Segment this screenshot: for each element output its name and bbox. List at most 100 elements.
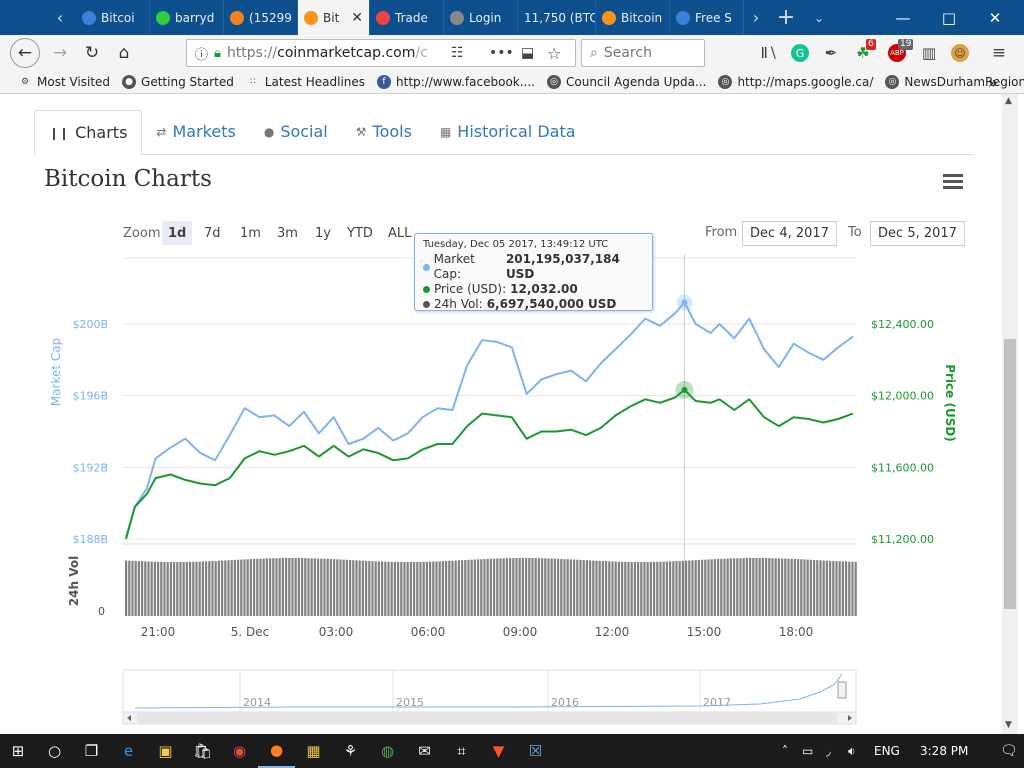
url-domain: coinmarketcap.com [277,45,416,61]
zoom-button-ytd[interactable]: YTD [347,225,373,241]
file-explorer-icon[interactable]: ▣ [158,742,173,760]
close-window-button[interactable]: ✕ [988,8,1002,27]
search-bar[interactable]: ⌕ Search [581,39,705,67]
tab-back-arrow-icon[interactable]: ‹ [56,8,64,27]
firefox-icon[interactable]: ● [258,734,295,768]
scrollbar-thumb[interactable] [1004,339,1016,609]
globe-app-icon[interactable]: ◍ [380,742,395,760]
start-button[interactable]: ⊞ [11,742,25,760]
zoom-button-all[interactable]: ALL [388,225,412,241]
zoom-button-1m[interactable]: 1m [240,225,261,241]
tray-chevron-icon[interactable]: ˄ [782,744,788,758]
browser-tab[interactable]: Bit ✕ [298,0,370,35]
url-bar[interactable]: ⓘ 🔒︎ https://coinmarketcap.com/c ☷ ••• ⬓… [186,39,576,67]
browser-tab[interactable]: barryd [150,0,224,35]
mail-icon[interactable]: ✉ [418,742,431,760]
monkey-icon[interactable]: ☺ [949,42,971,64]
eyedropper-icon[interactable]: ✒ [824,44,838,62]
maximize-button[interactable]: □ [941,8,957,27]
app-icon[interactable]: ☒ [528,742,543,760]
edge-icon[interactable]: e [123,742,134,760]
tab-charts[interactable]: ❙❙ Charts [34,110,143,155]
bookmark-item[interactable]: ◎ Council Agenda Upda... [541,75,712,89]
paint-icon[interactable]: ⚘ [343,742,358,760]
tooltip-value: 6,697,540,000 USD [486,297,617,311]
bookmark-item[interactable]: ⚙ Most Visited [12,75,116,89]
brave-icon[interactable]: ▼ [492,742,505,760]
tab-historical-data[interactable]: ▦ Historical Data [426,109,590,154]
menu-icon[interactable]: ≡ [991,43,1007,63]
bookmark-item[interactable]: ● Getting Started [116,75,240,89]
bookmark-item[interactable]: ∷ Latest Headlines [240,75,371,89]
browser-tab[interactable]: Login [444,0,518,35]
cortana-icon[interactable]: ○ [47,742,62,760]
pocket-icon[interactable]: ⬓ [521,45,535,61]
browser-tab[interactable]: Bitcoin [596,0,670,35]
tab-list-chevron-icon[interactable]: ⌄ [813,10,825,25]
zoom-button-3m[interactable]: 3m [277,225,298,241]
info-icon[interactable]: ⓘ [195,47,209,63]
browser-tab[interactable]: Trade [370,0,444,35]
chart-menu-icon[interactable] [943,174,963,190]
battery-icon[interactable]: ▭ [802,744,814,758]
browser-tab[interactable]: Bitcoi [76,0,150,35]
back-button[interactable]: ← [10,38,40,68]
tab-tools[interactable]: ⚒ Tools [342,109,426,154]
browser-tab[interactable]: Free S [670,0,744,35]
calculator-icon[interactable]: ⌗ [457,742,466,760]
volume-bar [185,561,188,616]
store-icon[interactable]: 🛍︎ [192,742,213,760]
volume-bar [342,559,345,616]
bookmark-item[interactable]: ◎ NewsDurhamRegion.c... [879,75,1024,89]
minimize-button[interactable]: — [895,8,911,27]
bookmark-star-icon[interactable]: ☆ [547,43,562,63]
bookmark-item[interactable]: f http://www.facebook.... [371,75,541,89]
browser-tab-label: barryd [175,10,215,25]
volume-icon[interactable]: 🔉︎ [848,743,856,758]
notifications-icon[interactable]: 🗨︎ [1000,743,1018,759]
task-view-icon[interactable]: ❐ [84,742,99,760]
browser-tab[interactable]: (15299 [224,0,298,35]
tooltip-label: Price (USD): [434,282,507,296]
page-vertical-scrollbar[interactable]: ▲ ▼ [1002,94,1018,734]
tab-scroll-right-icon[interactable]: › [752,8,760,27]
reload-button[interactable]: ↻ [84,43,100,63]
tab-social[interactable]: ● Social [250,109,342,154]
grammarly-icon[interactable]: G [789,42,811,64]
forward-button[interactable]: → [52,43,68,63]
volume-bar [553,558,556,616]
adblock-plus-icon[interactable]: ABP 19 [886,39,914,64]
calculator-grid-icon[interactable]: ▦ [306,742,321,760]
right-axis-tick: $11,200.00 [871,533,934,546]
to-date-input[interactable]: Dec 5, 2017 [870,221,965,246]
sidebar-icon[interactable]: ▥ [921,44,937,62]
home-button[interactable]: ⌂ [118,43,130,63]
clock[interactable]: 3:28 PM [920,744,969,758]
bookmarks-overflow-icon[interactable]: » [988,72,998,92]
language-indicator[interactable]: ENG [874,744,900,758]
zoom-button-7d[interactable]: 7d [204,225,221,241]
bookmark-item[interactable]: ◎ http://maps.google.ca/ [712,75,879,89]
zoom-button-1y[interactable]: 1y [315,225,331,241]
reader-view-icon[interactable]: ☷ [451,45,464,61]
new-tab-button[interactable]: + [776,5,796,30]
tooltip-row: 24h Vol: 6,697,540,000 USD [423,297,644,312]
volume-bar [256,558,259,616]
calendar-icon: ▦ [439,124,452,139]
tooltip-row: Price (USD): 12,032.00 [423,282,644,297]
tab-markets[interactable]: ⇄ Markets [142,109,249,154]
browser-tab[interactable]: 11,750 (BTC [518,0,596,35]
volume-bar [272,558,275,616]
volume-bar [560,558,563,616]
tab-scroll-left-button[interactable] [0,0,44,35]
zoom-button-1d[interactable]: 1d [162,221,193,245]
library-icon[interactable]: Ⅱ∖ [760,44,778,62]
bitcoin-chart[interactable]: $200B $196B $192B $188B $12,400.00 $12,000.00… [0,94,1002,734]
close-tab-icon[interactable]: ✕ [351,9,363,26]
chrome-icon[interactable]: ◉ [232,742,247,760]
wifi-icon[interactable]: ◞ [826,744,831,758]
volume-bar [480,559,483,616]
page-actions-icon[interactable]: ••• [489,45,514,61]
from-date-input[interactable]: Dec 4, 2017 [742,221,837,246]
extension-icon[interactable]: ☘ 6 [856,39,876,62]
